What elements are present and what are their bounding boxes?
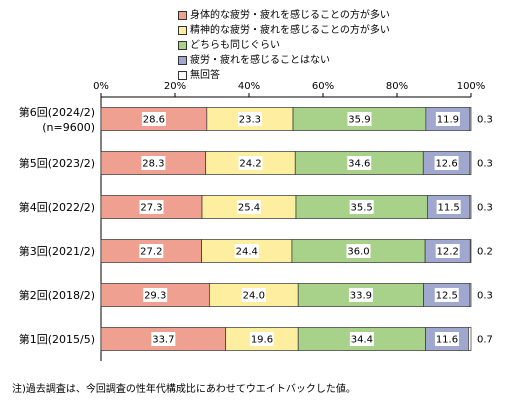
data-label-box [237, 200, 261, 214]
category-label: 第2回(2018/2) [19, 288, 95, 302]
data-label: 0.2 [477, 247, 493, 258]
data-label-box [139, 244, 164, 258]
data-label: 24.4 [236, 247, 258, 258]
data-label: 35.9 [348, 115, 370, 126]
data-label-box [241, 288, 266, 302]
x-tick-label: 20% [164, 81, 186, 92]
data-label-box [141, 156, 166, 170]
legend-swatch [178, 11, 187, 20]
x-tick-label: 60% [312, 81, 334, 92]
data-label: 0.7 [477, 335, 493, 346]
bar-segment [469, 195, 472, 219]
data-label: 0.3 [477, 115, 493, 126]
data-label-box [151, 332, 176, 346]
legend-label: 身体的な疲労・疲れを感じることの方が多い [190, 10, 390, 21]
legend-label: どちらも同じぐらい [190, 40, 280, 51]
data-label: 11.9 [437, 115, 459, 126]
footnote: 注)過去調査は、今回調査の性年代構成比にあわせてウエイトバックした値。 [12, 384, 356, 395]
legend-label: 精神的な疲労・疲れを感じることの方が多い [190, 25, 390, 36]
x-tick-label: 80% [386, 81, 408, 92]
category-label: 第1回(2015/5) [19, 332, 95, 346]
data-label: 28.6 [143, 115, 165, 126]
data-label: 36.0 [347, 247, 369, 258]
legend-item: 身体的な疲労・疲れを感じることの方が多い [178, 8, 390, 23]
bar-segment [469, 107, 472, 131]
data-label-box [139, 200, 164, 214]
data-label: 12.6 [435, 159, 457, 170]
data-label-box [141, 112, 166, 126]
data-label-box [435, 112, 460, 126]
data-label: 25.4 [238, 203, 260, 214]
data-label: 29.3 [144, 291, 166, 302]
data-label: 33.7 [152, 335, 174, 346]
legend-item: 無回答 [178, 68, 390, 83]
data-label-box [234, 244, 259, 258]
data-label-box [436, 200, 461, 214]
data-label: 0.3 [477, 159, 493, 170]
data-label-box [346, 244, 371, 258]
category-label: 第6回(2024/2) [19, 105, 95, 119]
legend-swatch [178, 26, 187, 35]
bar-segment [469, 283, 472, 307]
data-label: 23.3 [239, 115, 261, 126]
bar-segment [469, 151, 472, 175]
legend-label: 無回答 [190, 70, 220, 81]
data-label: 35.5 [351, 203, 373, 214]
x-tick-label: 100% [457, 81, 486, 92]
data-label-box [434, 156, 459, 170]
category-label: 第5回(2023/2) [19, 156, 95, 170]
data-label: 24.2 [239, 159, 261, 170]
data-label-box [434, 288, 459, 302]
bar-segment [469, 239, 472, 263]
data-label-box [238, 156, 263, 170]
category-sublabel: (n=9600) [42, 121, 95, 134]
data-label-box [349, 332, 374, 346]
data-label-box [249, 332, 274, 346]
x-tick-label: 0% [93, 81, 109, 92]
data-label-box [143, 288, 168, 302]
legend-item: 精神的な疲労・疲れを感じることの方が多い [178, 23, 390, 38]
bar-segment [468, 327, 472, 351]
data-label: 11.6 [436, 335, 458, 346]
category-label: 第4回(2022/2) [19, 200, 95, 214]
legend-swatch [178, 56, 187, 65]
data-label: 34.4 [351, 335, 373, 346]
data-label: 27.3 [140, 203, 162, 214]
x-tick-label: 40% [238, 81, 260, 92]
data-label-box [349, 200, 374, 214]
data-label: 11.5 [437, 203, 459, 214]
legend-label: 疲労・疲れを感じることはない [190, 55, 330, 66]
data-label-box [347, 112, 372, 126]
data-label-box [347, 156, 372, 170]
legend: 身体的な疲労・疲れを感じることの方が多い 精神的な疲労・疲れを感じることの方が多い… [178, 8, 390, 83]
legend-item: 疲労・疲れを感じることはない [178, 53, 390, 68]
legend-item: どちらも同じぐらい [178, 38, 390, 53]
legend-swatch [178, 41, 187, 50]
data-label: 0.3 [477, 291, 493, 302]
data-label: 33.9 [350, 291, 372, 302]
data-label: 12.2 [437, 247, 459, 258]
data-label: 12.5 [436, 291, 458, 302]
data-label-box [434, 332, 459, 346]
data-label: 24.0 [243, 291, 265, 302]
legend-swatch [178, 71, 187, 80]
data-label: 27.2 [140, 247, 162, 258]
data-label-box [237, 112, 262, 126]
category-label: 第3回(2021/2) [19, 244, 95, 258]
data-label: 28.3 [142, 159, 164, 170]
data-label-box [348, 288, 373, 302]
data-label: 0.3 [477, 203, 493, 214]
data-label: 19.6 [251, 335, 273, 346]
data-label-box [435, 244, 460, 258]
data-label: 34.6 [348, 159, 370, 170]
